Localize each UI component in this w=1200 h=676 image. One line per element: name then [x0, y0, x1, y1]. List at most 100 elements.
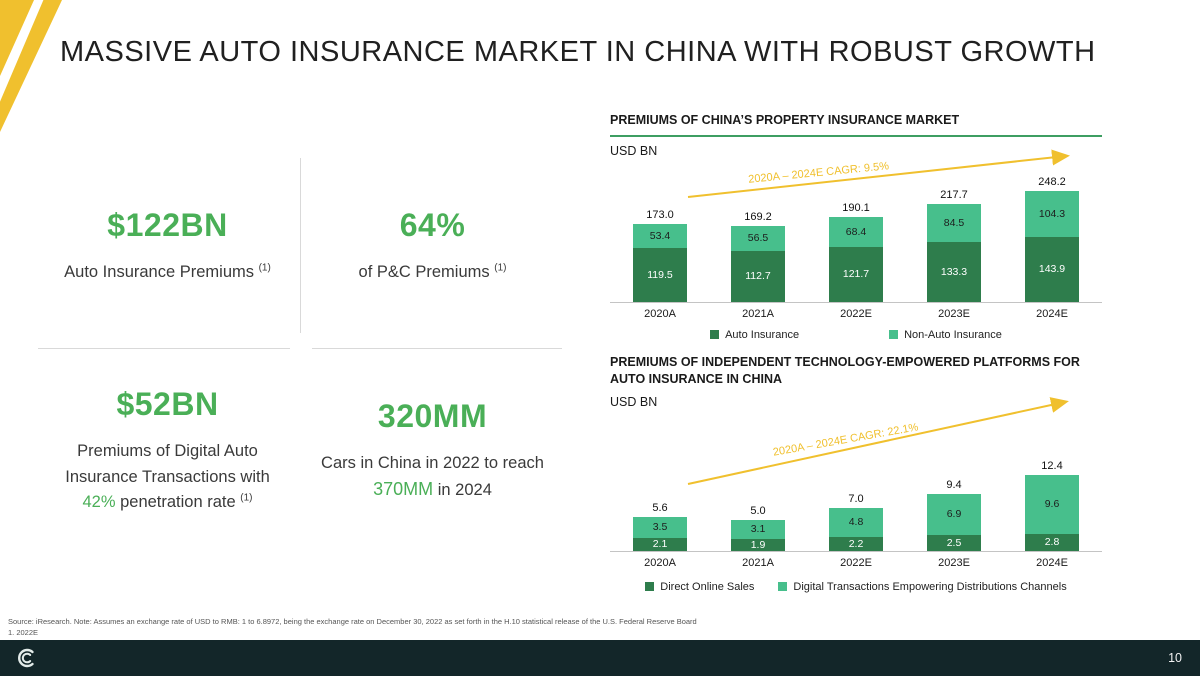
bar-segment: 2.5 [927, 535, 981, 551]
stat-highlight: 42% [82, 493, 116, 512]
category-axis: 2020A 2021A 2022E 2023E 2024E [610, 557, 1102, 569]
chart-tech-empowered-platforms: PREMIUMS OF INDEPENDENT TECHNOLOGY-EMPOW… [610, 354, 1102, 593]
stat-value: 64% [399, 206, 466, 243]
bar-segment: 119.5 [633, 248, 687, 302]
chart-plot: 5.6 3.5 2.1 5.0 3.1 1.9 7.0 4.8 2.2 9.4 6.9 2.5 12.4… [610, 396, 1102, 552]
bar-total-label: 5.0 [750, 505, 766, 518]
bar-segment: 112.7 [731, 251, 785, 302]
category-label: 2022E [840, 556, 872, 569]
stat-label-text: Premiums of Digital Auto Insurance Trans… [65, 442, 270, 486]
chart-property-insurance-market: PREMIUMS OF CHINA’S PROPERTY INSURANCE M… [610, 112, 1102, 341]
bar-2021A: 5.0 3.1 1.9 [712, 505, 804, 551]
corner-accent-icon [0, 0, 80, 140]
bar-2023E: 217.7 84.5 133.3 [908, 189, 1000, 302]
bar-stack: 56.5 112.7 [731, 226, 785, 302]
stat-auto-insurance-premiums: $122BN Auto Insurance Premiums (1) [35, 145, 300, 347]
legend-label: Direct Online Sales [660, 580, 755, 593]
legend-swatch [889, 330, 899, 340]
bar-group: 173.0 53.4 119.5 169.2 56.5 112.7 190.1 68.4 121… [610, 161, 1102, 303]
stat-label-text: penetration rate [115, 493, 241, 512]
horizontal-divider [38, 348, 290, 349]
corner-accent-triangle [0, 0, 34, 76]
stat-label: Auto Insurance Premiums (1) [64, 260, 271, 286]
vertical-divider [300, 158, 301, 333]
bar-stack: 53.4 119.5 [633, 224, 687, 302]
stat-label: Cars in China in 2022 to reach 370MM in … [314, 451, 551, 504]
stat-label-text: of P&C Premiums [358, 262, 490, 281]
legend-swatch [778, 582, 788, 592]
bar-segment: 4.8 [829, 508, 883, 538]
category-label: 2021A [742, 556, 774, 569]
bar-segment: 121.7 [829, 247, 883, 302]
category-label: 2020A [644, 556, 676, 569]
bar-2020A: 5.6 3.5 2.1 [614, 502, 706, 551]
category-label: 2020A [644, 307, 676, 320]
bar-2021A: 169.2 56.5 112.7 [712, 211, 804, 302]
stat-label-text: Cars in China in 2022 to reach [321, 453, 544, 472]
stats-panel: $122BN Auto Insurance Premiums (1) 64% o… [35, 145, 565, 555]
chart-plot: 173.0 53.4 119.5 169.2 56.5 112.7 190.1 68.4 121… [610, 149, 1102, 303]
chart-legend: Direct Online Sales Digital Transactions … [610, 581, 1102, 593]
legend-swatch [645, 582, 655, 592]
legend-label: Auto Insurance [725, 328, 800, 341]
page-title: MASSIVE AUTO INSURANCE MARKET IN CHINA W… [60, 36, 1096, 68]
bar-stack: 3.5 2.1 [633, 516, 687, 551]
bar-segment: 68.4 [829, 216, 883, 248]
company-logo-icon [18, 648, 34, 668]
bar-2024E: 248.2 104.3 143.9 [1006, 176, 1098, 302]
corner-accent-band [0, 0, 62, 132]
legend-item: Auto Insurance [710, 329, 799, 341]
bar-total-label: 169.2 [744, 211, 772, 224]
bar-segment: 104.3 [1025, 190, 1079, 238]
bar-segment: 1.9 [731, 539, 785, 551]
footnote-marker: (1) [494, 262, 507, 274]
bar-2023E: 9.4 6.9 2.5 [908, 479, 1000, 551]
stat-highlight: 370MM [373, 479, 434, 500]
category-label: 2023E [938, 307, 970, 320]
stat-label-text: in 2024 [433, 481, 492, 500]
bar-total-label: 248.2 [1038, 175, 1066, 188]
bar-segment: 133.3 [927, 242, 981, 302]
bar-2022E: 190.1 68.4 121.7 [810, 202, 902, 302]
category-axis: 2020A 2021A 2022E 2023E 2024E [610, 308, 1102, 320]
bar-2020A: 173.0 53.4 119.5 [614, 209, 706, 302]
bar-segment: 6.9 [927, 493, 981, 536]
chart-title: PREMIUMS OF INDEPENDENT TECHNOLOGY-EMPOW… [610, 354, 1080, 386]
stat-value: 320MM [377, 397, 488, 434]
page-number: 10 [1168, 651, 1182, 665]
bar-stack: 3.1 1.9 [731, 520, 785, 551]
bar-stack: 68.4 121.7 [829, 216, 883, 302]
stat-pc-premium-share: 64% of P&C Premiums (1) [300, 145, 565, 347]
bar-stack: 4.8 2.2 [829, 508, 883, 551]
chart-title: PREMIUMS OF CHINA’S PROPERTY INSURANCE M… [610, 112, 1102, 137]
bar-total-label: 190.1 [842, 201, 870, 214]
stat-value: $122BN [107, 206, 228, 243]
category-label: 2021A [742, 307, 774, 320]
legend-label: Digital Transactions Empowering Distribu… [793, 580, 1067, 593]
chart-unit-label: USD BN [610, 394, 658, 409]
stat-label-text: Auto Insurance Premiums [64, 262, 254, 281]
stat-value: $52BN [116, 386, 219, 423]
bar-segment: 3.5 [633, 516, 687, 538]
category-label: 2023E [938, 556, 970, 569]
stat-label: Premiums of Digital Auto Insurance Trans… [49, 439, 286, 516]
legend-item: Digital Transactions Empowering Distribu… [778, 580, 1067, 593]
bar-2024E: 12.4 9.6 2.8 [1006, 460, 1098, 551]
footnote-text: 1. 2022E [8, 628, 39, 638]
footer-bar: 10 [0, 640, 1200, 676]
source-note: Source: iResearch. Note: Assumes an exch… [8, 616, 708, 639]
charts-panel: PREMIUMS OF CHINA’S PROPERTY INSURANCE M… [610, 112, 1102, 593]
bar-segment: 56.5 [731, 226, 785, 252]
legend-item: Direct Online Sales [645, 581, 754, 593]
category-label: 2022E [840, 307, 872, 320]
chart-legend: Auto Insurance Non-Auto Insurance [610, 329, 1102, 341]
company-logo [16, 647, 38, 669]
bar-total-label: 7.0 [848, 493, 864, 506]
bar-segment: 2.2 [829, 537, 883, 551]
legend-swatch [710, 330, 720, 340]
bar-total-label: 217.7 [940, 189, 968, 202]
bar-total-label: 12.4 [1041, 460, 1063, 473]
bar-segment: 9.6 [1025, 475, 1079, 534]
legend-item: Non-Auto Insurance [889, 329, 1002, 341]
bar-segment: 84.5 [927, 204, 981, 243]
